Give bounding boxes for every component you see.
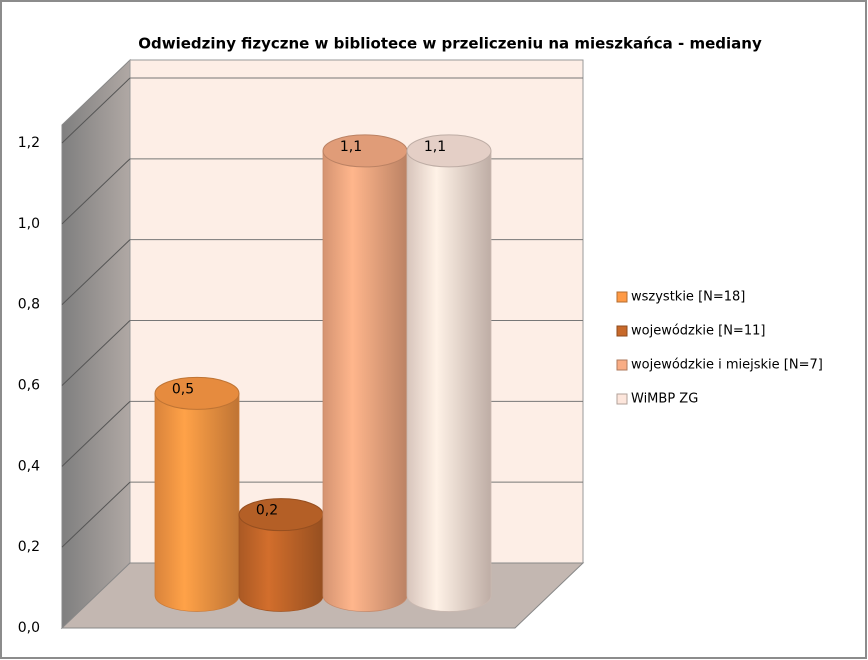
- y-tick-label: 0,4: [18, 458, 40, 474]
- bar-top: [154, 376, 240, 410]
- data-label: 0,5: [172, 381, 194, 397]
- legend-swatch: [616, 393, 628, 405]
- legend-label: wszystkie [N=18]: [631, 290, 745, 305]
- y-tick-label: 0,6: [18, 378, 40, 394]
- legend-swatch: [616, 325, 628, 337]
- data-label: 0,2: [256, 503, 278, 519]
- legend-label: wojewódzkie [N=11]: [631, 324, 765, 339]
- grid-line: [61, 320, 131, 386]
- y-tick-label: 0,2: [18, 539, 40, 555]
- bar: [154, 393, 240, 612]
- grid-line: [61, 158, 131, 225]
- grid-line: [61, 481, 131, 548]
- grid-line: [61, 77, 131, 144]
- legend-label: WiMBP ZG: [631, 392, 698, 407]
- data-label: 1,1: [424, 139, 446, 155]
- side-wall: [61, 58, 131, 630]
- y-tick-label: 0,8: [18, 297, 40, 313]
- bar-top: [238, 498, 324, 532]
- bar: [322, 150, 408, 612]
- y-tick-label: 1,2: [18, 135, 40, 151]
- grid-line: [61, 239, 131, 306]
- bar: [238, 514, 324, 612]
- y-tick-label: 0,0: [18, 620, 40, 636]
- chart-title: Odwiedziny fizyczne w bibliotece w przel…: [138, 35, 762, 53]
- bar-top: [406, 134, 492, 168]
- legend-swatch: [616, 359, 628, 371]
- bar-top: [322, 134, 408, 168]
- data-label: 1,1: [340, 139, 362, 155]
- y-tick-label: 1,0: [18, 216, 40, 232]
- legend-swatch: [616, 291, 628, 303]
- legend-label: wojewódzkie i miejskie [N=7]: [631, 358, 823, 373]
- bar: [406, 150, 492, 612]
- grid-line: [61, 400, 131, 467]
